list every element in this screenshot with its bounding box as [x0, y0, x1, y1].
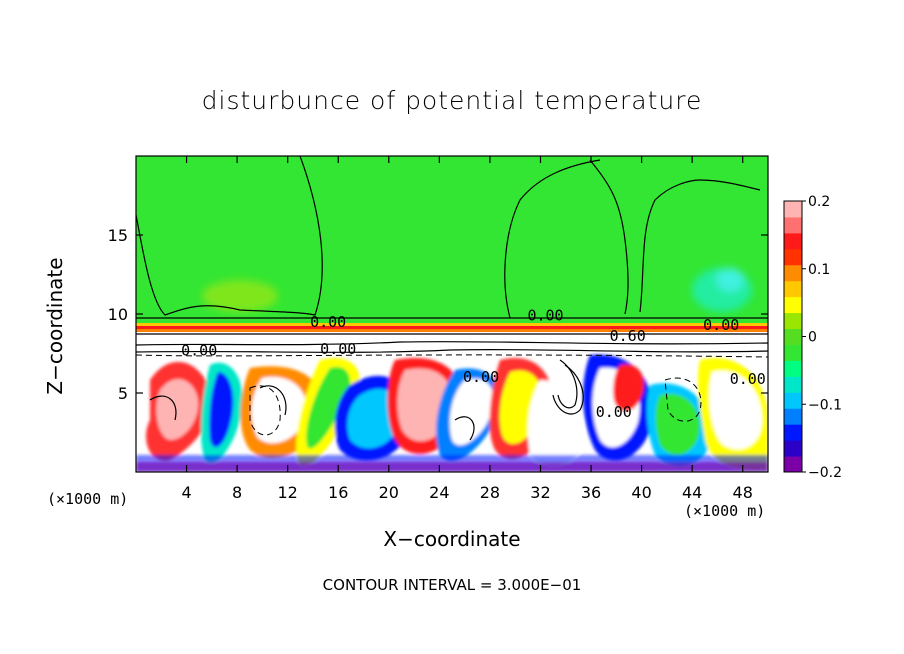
contour-label: 0.00 [703, 316, 739, 334]
colorbar-swatch [784, 408, 802, 425]
y-tick-label: 5 [118, 384, 128, 403]
colorbar-swatch [784, 201, 802, 218]
colorbar-tick-label: 0.1 [808, 262, 830, 278]
x-unit-label-right: (×1000 m) [684, 502, 766, 520]
colorbar: 0.2 0.1 0 −0.1 −0.2 [783, 194, 842, 481]
colorbar-tick-label: 0.2 [808, 194, 830, 210]
x-axis-label: X−coordinate [383, 527, 521, 551]
x-tick-label: 32 [530, 483, 550, 502]
colorbar-swatch [784, 360, 802, 377]
tropopause-red [136, 326, 768, 329]
x-tick-label: 4 [181, 483, 191, 502]
y-axis-label: Z−coordinate [43, 257, 67, 395]
colorbar-swatch [784, 264, 802, 282]
colorbar-tick-label: −0.1 [808, 397, 842, 413]
colorbar-swatch [784, 392, 802, 409]
contour-label: 0.00 [320, 340, 356, 358]
colorbar-swatch [784, 296, 802, 314]
contour-labels: 0.00 0.00 0.00 0.60 0.00 0.00 0.00 0.00 0.00 [181, 307, 766, 421]
tropopause-yellow [136, 323, 768, 327]
tropopause-orange [136, 329, 768, 332]
x-axis-ticks: 4 8 12 16 20 24 28 32 36 40 44 48 [181, 156, 753, 502]
x-tick-label: 16 [328, 483, 348, 502]
heatmap-field [136, 156, 768, 472]
y-axis-ticks: 5 10 15 [108, 226, 768, 403]
y-tick-label: 10 [108, 305, 128, 324]
contour-label: 0.00 [463, 368, 499, 386]
colorbar-swatch [784, 376, 802, 393]
x-tick-label: 40 [631, 483, 651, 502]
contour-label: 0.00 [527, 307, 563, 325]
chart-title: disturbunce of potential temperature [201, 86, 703, 115]
x-tick-label: 44 [682, 483, 702, 502]
negative-contours [136, 354, 768, 436]
colorbar-tick-label: 0 [808, 330, 817, 346]
colorbar-swatch [784, 424, 802, 441]
x-tick-label: 20 [379, 483, 399, 502]
colorbar-swatch [784, 248, 802, 266]
contour-label: 0.00 [310, 313, 346, 331]
upper-anomalies [202, 268, 752, 312]
y-tick-label: 15 [108, 226, 128, 245]
x-tick-label: 24 [429, 483, 449, 502]
colorbar-swatch [784, 456, 802, 473]
contour-interval-note: CONTOUR INTERVAL = 3.000E−01 [322, 576, 582, 594]
colorbar-swatch [784, 280, 802, 298]
x-tick-label: 28 [480, 483, 500, 502]
contour-label: 0.60 [610, 327, 646, 345]
lower-anomalies [136, 354, 768, 472]
colorbar-swatch [784, 328, 802, 345]
colorbar-tick-label: −0.2 [808, 465, 842, 481]
colorbar-swatch [784, 312, 802, 330]
colorbar-swatch [784, 232, 802, 250]
x-tick-label: 8 [232, 483, 242, 502]
contour-label: 0.00 [730, 370, 766, 388]
x-tick-label: 12 [278, 483, 298, 502]
contour-label: 0.00 [181, 341, 217, 359]
x-unit-label-left: (×1000 m) [47, 490, 129, 508]
x-tick-label: 36 [581, 483, 601, 502]
colorbar-swatch [784, 440, 802, 457]
contour-label: 0.00 [596, 403, 632, 421]
contour-lines [136, 156, 768, 441]
colorbar-swatch [784, 344, 802, 361]
x-tick-label: 48 [733, 483, 753, 502]
colorbar-swatch [784, 216, 802, 234]
